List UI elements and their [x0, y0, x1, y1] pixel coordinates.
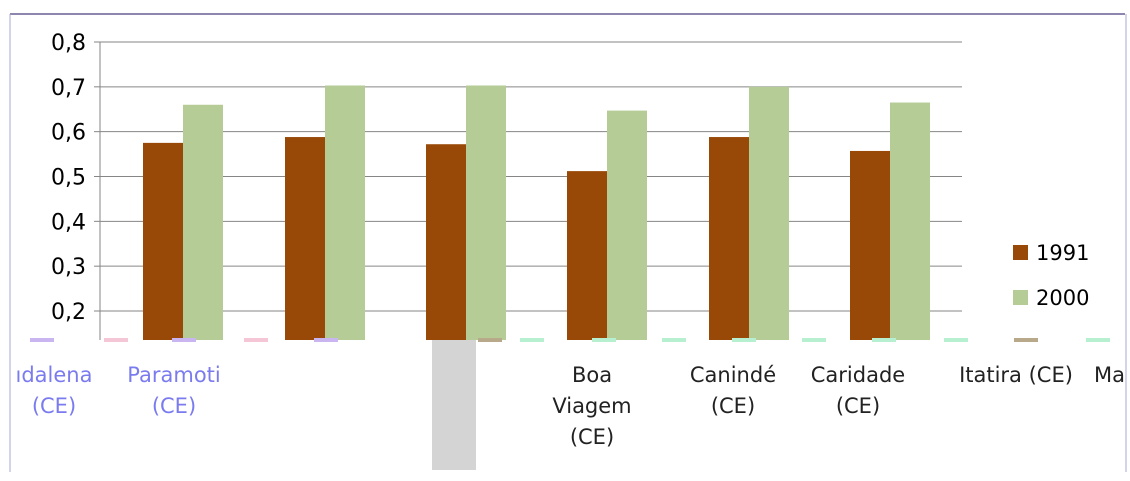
- x-category-label: (CE): [32, 394, 76, 418]
- edge-mark: [1086, 338, 1110, 342]
- y-axis-ticks: 0,8 0,7 0,6 0,5 0,4 0,3 0,2: [51, 31, 100, 325]
- bar-2000: [183, 104, 223, 341]
- bar-1991: [850, 150, 890, 340]
- y-tick-label: 0,5: [51, 166, 86, 191]
- bar-2000: [607, 110, 647, 340]
- y-tick-label: 0,7: [51, 76, 86, 101]
- bar-2000: [325, 85, 365, 340]
- edge-mark: [662, 338, 686, 342]
- legend: 1991 2000: [1013, 241, 1089, 310]
- x-category-label: Ma: [1094, 363, 1125, 387]
- gray-block: [432, 340, 476, 470]
- legend-swatch-1991: [1013, 245, 1028, 260]
- edge-mark: [104, 338, 128, 342]
- x-category-label: Viagem: [552, 394, 631, 418]
- x-category-label: Boa: [572, 363, 612, 387]
- bar-2000: [466, 85, 506, 340]
- edge-mark: [314, 338, 338, 342]
- edge-mark: [732, 338, 756, 342]
- bar-1991: [709, 137, 749, 340]
- y-tick-label: 0,6: [51, 121, 86, 146]
- legend-swatch-2000: [1013, 290, 1028, 305]
- y-tick-label: 0,3: [51, 255, 86, 280]
- bar-1991: [426, 144, 466, 340]
- y-tick-label: 0,2: [51, 300, 86, 325]
- y-tick-label: 0,8: [51, 31, 86, 56]
- edge-mark: [592, 338, 616, 342]
- legend-label-1991: 1991: [1036, 241, 1089, 265]
- x-category-label: Itatira (CE): [959, 363, 1073, 387]
- edge-mark: [520, 338, 544, 342]
- bar-2000: [890, 102, 930, 341]
- x-category-label: ıdalena: [16, 363, 93, 387]
- x-category-label: Caridade: [811, 363, 905, 387]
- y-tick-label: 0,4: [51, 210, 86, 235]
- gridlines: [100, 41, 962, 312]
- edge-mark: [30, 338, 54, 342]
- x-category-label: (CE): [570, 425, 614, 449]
- edge-mark: [802, 338, 826, 342]
- edge-mark: [478, 338, 502, 342]
- edge-mark: [1014, 338, 1038, 342]
- bar-1991: [567, 171, 607, 340]
- bar-1991: [143, 142, 183, 340]
- bars: [143, 85, 930, 341]
- x-category-label: Paramoti: [127, 363, 220, 387]
- x-category-label: (CE): [152, 394, 196, 418]
- x-category-label: Canindé: [690, 363, 776, 387]
- scan-artifacts: [30, 338, 1110, 470]
- bar-2000: [749, 86, 789, 340]
- x-category-label: (CE): [711, 394, 755, 418]
- edge-mark: [944, 338, 968, 342]
- edge-mark: [172, 338, 196, 342]
- x-axis-labels: ıdalena (CE) Paramoti (CE) Boa Viagem (CE) Cani…: [16, 363, 1125, 449]
- bar-1991: [285, 137, 325, 340]
- x-category-label: (CE): [836, 394, 880, 418]
- legend-label-2000: 2000: [1036, 286, 1089, 310]
- edge-mark: [872, 338, 896, 342]
- edge-mark: [244, 338, 268, 342]
